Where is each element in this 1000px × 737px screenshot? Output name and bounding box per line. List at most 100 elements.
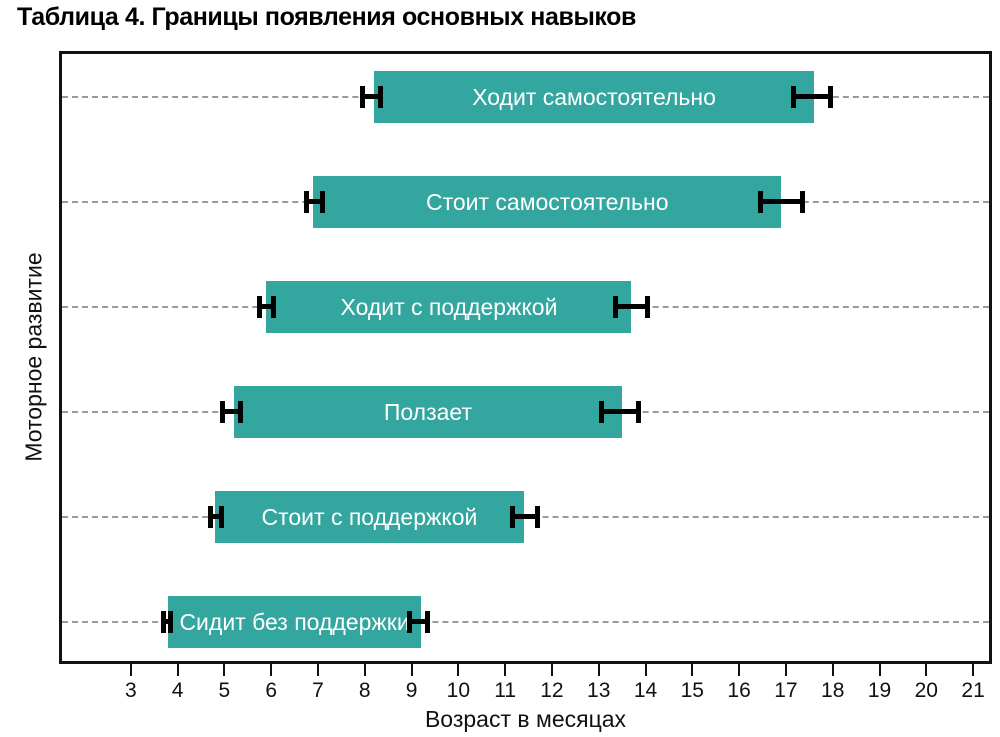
error-bar-start: [219, 401, 244, 423]
whisker-cap-left: [757, 191, 763, 213]
error-bar-end: [509, 506, 541, 528]
x-tick: [925, 664, 928, 676]
x-tick: [270, 664, 273, 676]
whisker-cap-left: [790, 86, 796, 108]
x-tick: [504, 664, 507, 676]
x-tick-label: 21: [961, 679, 985, 702]
x-axis-label: Возраст в месяцах: [424, 706, 627, 732]
milestone-bar: Сидит без поддержки: [168, 596, 421, 648]
whisker-cap-left: [303, 191, 309, 213]
x-tick-label: 17: [774, 679, 798, 702]
whisker-cap-right: [425, 611, 431, 633]
whisker-cap-left: [257, 296, 263, 318]
bar-label: Ходит с поддержкой: [340, 293, 558, 320]
whisker-line: [757, 199, 805, 204]
error-bar-end: [790, 86, 833, 108]
gridline: [62, 621, 989, 623]
whisker-line: [790, 94, 833, 99]
bar-label: Стоит самостоятельно: [425, 188, 669, 215]
milestone-bar: Ходит с поддержкой: [266, 281, 632, 333]
x-tick-label: 9: [405, 679, 418, 702]
error-bar-end: [406, 611, 431, 633]
whisker-line: [360, 94, 384, 99]
whisker-line: [612, 304, 651, 309]
error-bar-start: [161, 611, 173, 633]
x-tick-label: 13: [587, 679, 611, 702]
x-tick: [738, 664, 741, 676]
x-tick-label: 20: [914, 679, 938, 702]
whisker-cap-right: [167, 611, 173, 633]
x-tick: [691, 664, 694, 676]
x-tick-label: 19: [867, 679, 892, 702]
x-tick-label: 10: [446, 679, 471, 702]
x-tick: [784, 664, 787, 676]
x-tick: [176, 664, 179, 676]
whisker-cap-left: [219, 401, 225, 423]
plot-area: Ходит самостоятельно Стоит самостоятельно…: [59, 51, 992, 664]
whisker-cap-right: [799, 191, 805, 213]
whisker-line: [406, 619, 431, 624]
whisker-line: [219, 409, 244, 414]
error-bar-end: [612, 296, 651, 318]
x-tick: [550, 664, 553, 676]
chart-title: Таблица 4. Границы появления основных на…: [17, 3, 637, 31]
x-tick-label: 12: [540, 679, 564, 702]
x-tick-label: 16: [727, 679, 751, 702]
whisker-cap-left: [612, 296, 618, 318]
whisker-line: [303, 199, 325, 204]
bar-label: Стоит с поддержкой: [261, 503, 478, 530]
whisker-cap-left: [207, 506, 213, 528]
bar-label: Ползает: [383, 398, 472, 425]
error-bar-end: [757, 191, 805, 213]
x-tick-label: 15: [680, 679, 704, 702]
x-tick-label: 11: [494, 679, 517, 702]
x-tick-label: 4: [171, 679, 184, 702]
x-tick-label: 6: [265, 679, 277, 702]
whisker-line: [598, 409, 641, 414]
whisker-cap-left: [509, 506, 515, 528]
whisker-cap-right: [270, 296, 276, 318]
x-tick: [878, 664, 881, 676]
x-tick-label: 7: [312, 679, 324, 702]
x-tick: [457, 664, 460, 676]
y-axis-label: Моторное развитие: [20, 252, 47, 462]
x-tick-label: 14: [633, 679, 658, 702]
whisker-line: [257, 304, 276, 309]
whisker-line: [207, 514, 225, 519]
error-bar-start: [207, 506, 225, 528]
milestone-bar: Ползает: [233, 386, 623, 438]
whisker-cap-left: [406, 611, 412, 633]
x-tick-label: 18: [821, 679, 845, 702]
whisker-cap-right: [645, 296, 651, 318]
bar-label: Сидит без поддержки: [179, 608, 410, 635]
x-tick: [363, 664, 366, 676]
whisker-cap-right: [827, 86, 833, 108]
whisker-cap-right: [635, 401, 641, 423]
whisker-cap-right: [238, 401, 244, 423]
whisker-line: [161, 619, 173, 624]
error-bar-start: [360, 86, 384, 108]
error-bar-start: [257, 296, 276, 318]
whisker-cap-left: [598, 401, 604, 423]
whisker-line: [509, 514, 541, 519]
x-tick-label: 5: [218, 679, 231, 702]
x-tick-label: 3: [124, 679, 137, 702]
x-tick-label: 8: [358, 679, 371, 702]
x-tick: [316, 664, 319, 676]
whisker-cap-right: [319, 191, 325, 213]
whisker-cap-right: [535, 506, 541, 528]
whisker-cap-right: [378, 86, 384, 108]
x-tick: [972, 664, 975, 676]
milestone-bar: Стоит самостоятельно: [313, 176, 782, 228]
whisker-cap-left: [161, 611, 167, 633]
error-bar-start: [303, 191, 325, 213]
error-bar-end: [598, 401, 641, 423]
x-tick: [597, 664, 600, 676]
milestone-bar: Стоит с поддержкой: [215, 491, 524, 543]
milestone-bar: Ходит самостоятельно: [374, 71, 814, 123]
x-tick: [223, 664, 226, 676]
bar-label: Ходит самостоятельно: [472, 83, 716, 110]
whisker-cap-left: [360, 86, 366, 108]
x-tick: [129, 664, 132, 676]
x-tick: [831, 664, 834, 676]
